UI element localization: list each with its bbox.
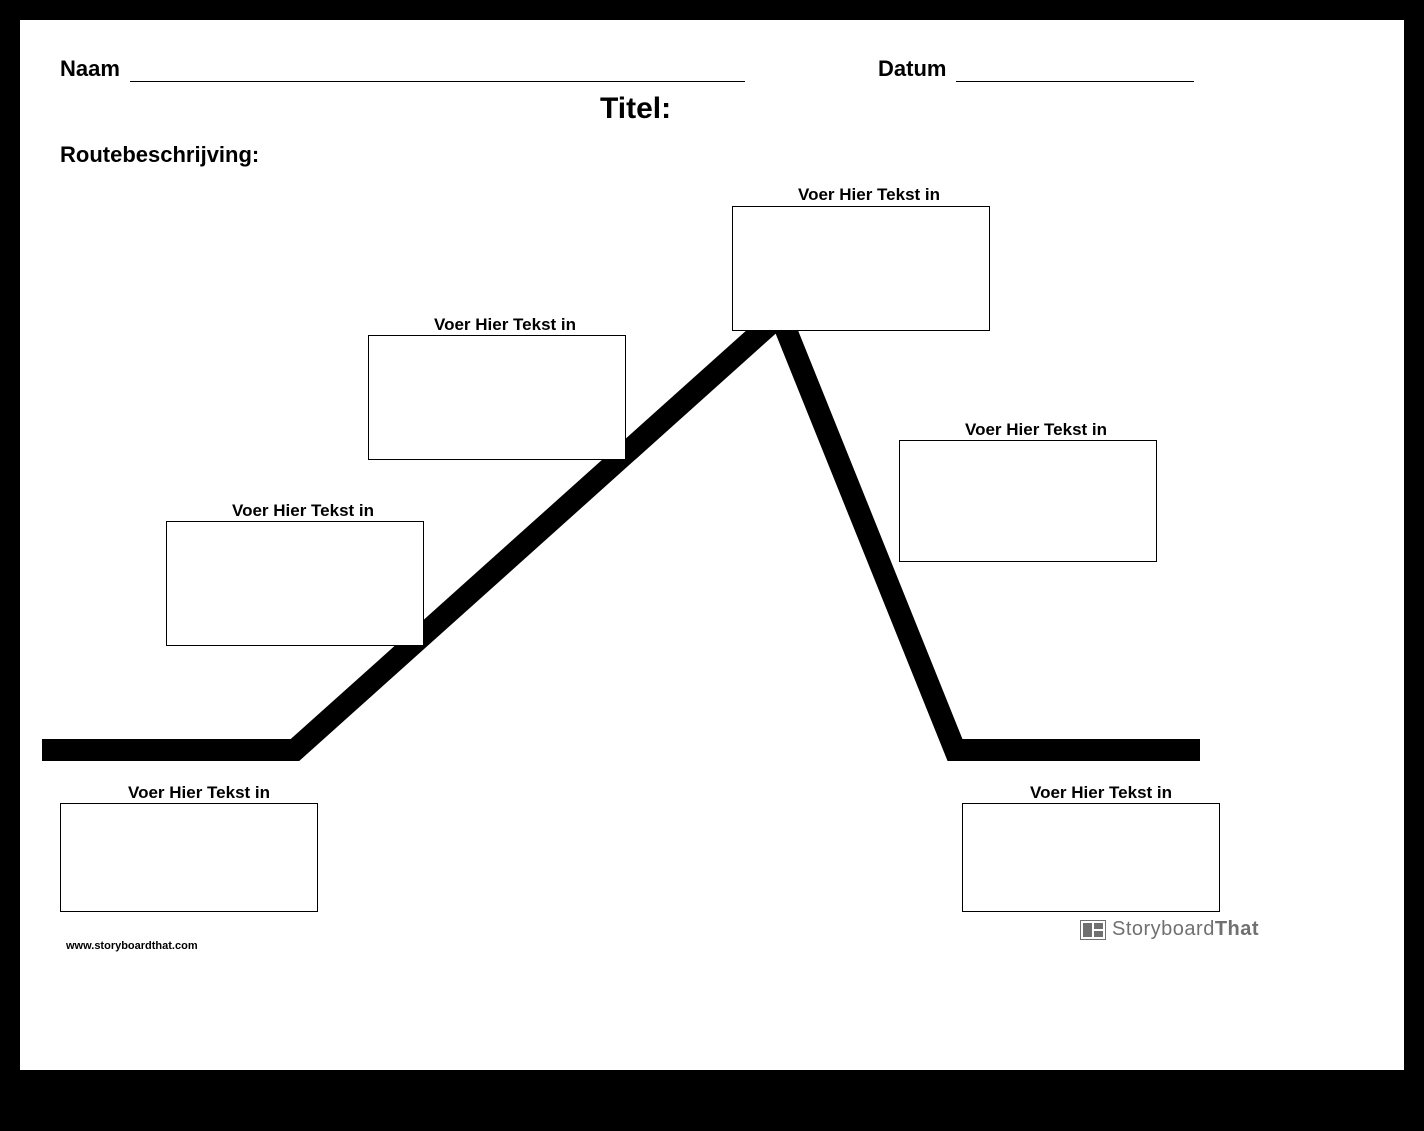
text-box-resolution[interactable] (962, 803, 1220, 912)
box-label-rising-action-2: Voer Hier Tekst in (434, 315, 576, 335)
text-box-climax[interactable] (732, 206, 990, 331)
box-label-falling-action: Voer Hier Tekst in (965, 420, 1107, 440)
box-label-rising-action-1: Voer Hier Tekst in (232, 501, 374, 521)
box-label-resolution: Voer Hier Tekst in (1030, 783, 1172, 803)
name-label: Naam (60, 56, 120, 82)
text-box-rising-action-2[interactable] (368, 335, 626, 460)
footer-brand-text: StoryboardThat (1112, 918, 1259, 941)
text-box-falling-action[interactable] (899, 440, 1157, 562)
brand-bold: That (1215, 918, 1259, 940)
box-label-exposition: Voer Hier Tekst in (128, 783, 270, 803)
page-title: Titel: (600, 92, 671, 126)
date-input-line[interactable] (956, 81, 1194, 82)
footer-url: www.storyboardthat.com (66, 940, 198, 952)
name-input-line[interactable] (130, 81, 745, 82)
storyboard-icon (1080, 920, 1106, 940)
date-label: Datum (878, 56, 946, 82)
brand-thin: Storyboard (1112, 918, 1215, 940)
directions-label: Routebeschrijving: (60, 142, 259, 168)
date-field-row: Datum (878, 56, 1194, 82)
text-box-rising-action-1[interactable] (166, 521, 424, 646)
box-label-climax: Voer Hier Tekst in (798, 185, 940, 205)
name-field-row: Naam (60, 56, 745, 82)
footer-brand: StoryboardThat (1080, 918, 1259, 941)
text-box-exposition[interactable] (60, 803, 318, 912)
